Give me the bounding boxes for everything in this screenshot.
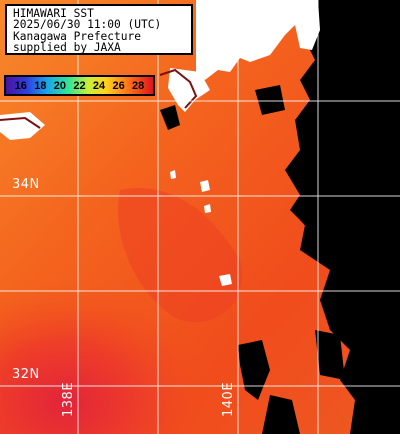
latitude-label: 34N bbox=[12, 177, 40, 192]
info-line: Kanagawa Prefecture bbox=[13, 29, 141, 43]
land-izu-oshima bbox=[200, 180, 210, 192]
longitude-label: 138E bbox=[61, 381, 76, 417]
longitude-label: 140E bbox=[221, 381, 236, 417]
legend-value: 16 bbox=[14, 79, 27, 92]
legend-value: 20 bbox=[53, 79, 67, 92]
legend-value: 24 bbox=[92, 79, 106, 92]
info-line: 2025/06/30 11:00 (UTC) bbox=[13, 18, 162, 32]
temperature-legend: 16 18 20 22 24 26 28 bbox=[4, 75, 155, 96]
latitude-label: 32N bbox=[12, 367, 40, 382]
info-box: HIMAWARI SST 2025/06/30 11:00 (UTC) Kana… bbox=[5, 4, 193, 55]
no-data-patch bbox=[160, 105, 180, 130]
no-data-patch bbox=[255, 85, 285, 115]
coastline bbox=[0, 116, 41, 129]
land-boso bbox=[295, 0, 320, 50]
no-data-patch bbox=[315, 330, 345, 380]
land-hachijojima bbox=[219, 274, 232, 286]
land-island bbox=[204, 204, 211, 213]
legend-value: 28 bbox=[132, 79, 145, 92]
land-island bbox=[170, 170, 176, 179]
legend-value: 22 bbox=[73, 79, 86, 92]
info-line: HIMAWARI SST bbox=[13, 7, 94, 20]
warm-eddy bbox=[118, 188, 242, 322]
legend-value: 18 bbox=[34, 79, 47, 92]
info-line: supplied by JAXA bbox=[13, 41, 121, 55]
no-data-region-east bbox=[285, 0, 400, 434]
land-miura bbox=[208, 42, 232, 62]
coastline bbox=[159, 68, 198, 109]
no-data-patch bbox=[238, 340, 270, 400]
legend-value: 26 bbox=[112, 79, 125, 92]
no-data-patch bbox=[262, 395, 300, 434]
